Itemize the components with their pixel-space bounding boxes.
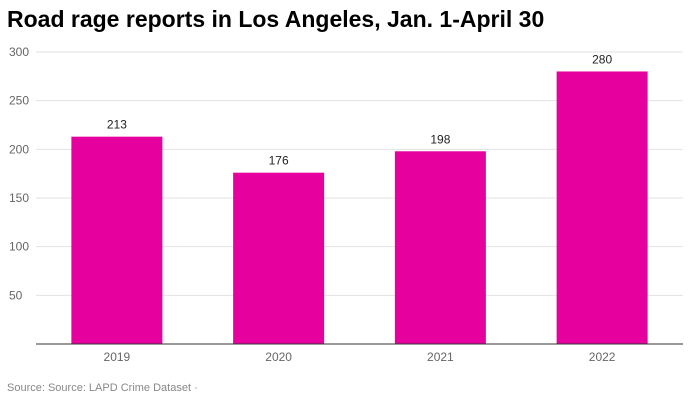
source-note: Source: Source: LAPD Crime Dataset ·	[7, 382, 198, 394]
y-tick-label: 150	[9, 191, 29, 205]
bar-2019	[71, 136, 163, 344]
x-tick-label-2022: 2022	[589, 350, 616, 364]
bar-2021	[394, 151, 486, 344]
data-labels: 213 176 198 280	[107, 52, 613, 167]
x-axis-tick-labels: 2019 2020 2021 2022	[104, 350, 616, 364]
chart-title: Road rage reports in Los Angeles, Jan. 1…	[7, 6, 545, 32]
y-tick-label: 50	[9, 288, 23, 302]
y-axis-tick-labels: 50 100 150 200 250 300	[9, 45, 29, 302]
y-tick-label: 100	[9, 240, 29, 254]
bar-2022	[556, 71, 648, 344]
y-tick-label: 300	[9, 45, 29, 59]
y-tick-label: 250	[9, 94, 29, 108]
bar-2020	[233, 172, 325, 344]
x-tick-label-2019: 2019	[104, 350, 131, 364]
data-label-2021: 198	[430, 132, 450, 146]
data-label-2020: 176	[269, 154, 289, 168]
data-label-2019: 213	[107, 118, 127, 132]
data-label-2022: 280	[592, 52, 612, 66]
x-tick-label-2021: 2021	[427, 350, 454, 364]
bars	[71, 71, 648, 344]
y-tick-label: 200	[9, 142, 29, 156]
x-tick-label-2020: 2020	[265, 350, 292, 364]
